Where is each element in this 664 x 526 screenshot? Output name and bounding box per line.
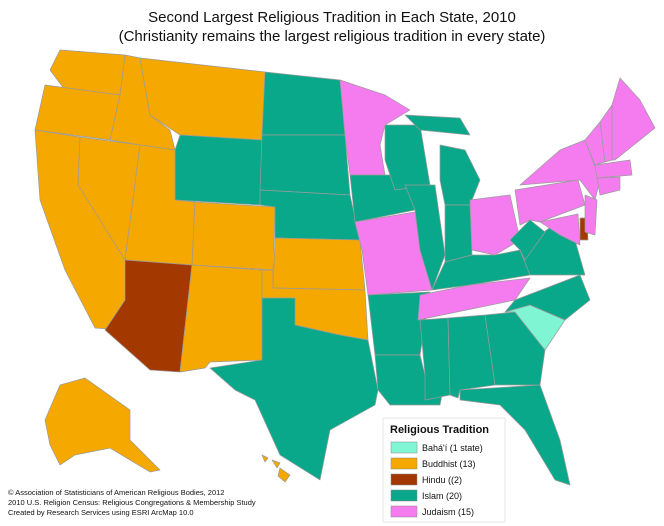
state	[209, 297, 379, 481]
state	[611, 77, 656, 161]
state	[596, 176, 621, 196]
legend-swatch	[390, 489, 418, 502]
map-title: Second Largest Religious Tradition in Ea…	[148, 9, 516, 26]
state	[404, 114, 471, 136]
map-subtitle: (Christianity remains the largest religi…	[119, 28, 546, 45]
state	[259, 134, 351, 196]
footer-line: © Association of Statisticians of Americ…	[8, 488, 224, 497]
state	[261, 71, 346, 136]
legend-label: Bahá'í (1 state)	[422, 443, 483, 453]
state	[444, 204, 473, 263]
state	[44, 377, 161, 473]
legend-swatch	[390, 473, 418, 486]
legend-label: Buddhist (13)	[422, 459, 476, 469]
legend-swatch	[390, 457, 418, 470]
state	[179, 264, 263, 373]
states	[34, 49, 656, 486]
state	[439, 144, 481, 206]
legend: Religious Tradition Bahá'í (1 state) Budd…	[382, 417, 506, 523]
state	[417, 277, 531, 321]
state	[261, 454, 269, 463]
footer-line: Created by Research Services using ESRI …	[8, 508, 194, 517]
state	[384, 124, 431, 191]
state	[339, 79, 411, 176]
state	[272, 237, 366, 291]
legend-title: Religious Tradition	[390, 424, 489, 436]
state	[431, 249, 531, 291]
footer: © Association of Statisticians of Americ…	[8, 488, 256, 517]
state	[277, 467, 291, 483]
legend-label: Islam (20)	[422, 491, 462, 501]
legend-label: Hindu ((2)	[422, 475, 462, 485]
legend-label: Judaism (15)	[422, 507, 474, 517]
state	[459, 384, 571, 486]
state	[484, 311, 546, 386]
legend-swatch	[390, 441, 418, 454]
state	[271, 459, 281, 469]
state	[191, 201, 276, 271]
state	[584, 194, 598, 236]
state	[594, 159, 633, 179]
state	[469, 194, 521, 256]
footer-line: 2010 U.S. Religion Census: Religious Con…	[8, 498, 256, 507]
state	[539, 213, 581, 246]
state	[509, 219, 546, 261]
legend-swatch	[390, 505, 418, 518]
legend-box	[382, 417, 506, 523]
state	[259, 189, 361, 241]
state	[174, 134, 263, 206]
state	[419, 317, 451, 401]
